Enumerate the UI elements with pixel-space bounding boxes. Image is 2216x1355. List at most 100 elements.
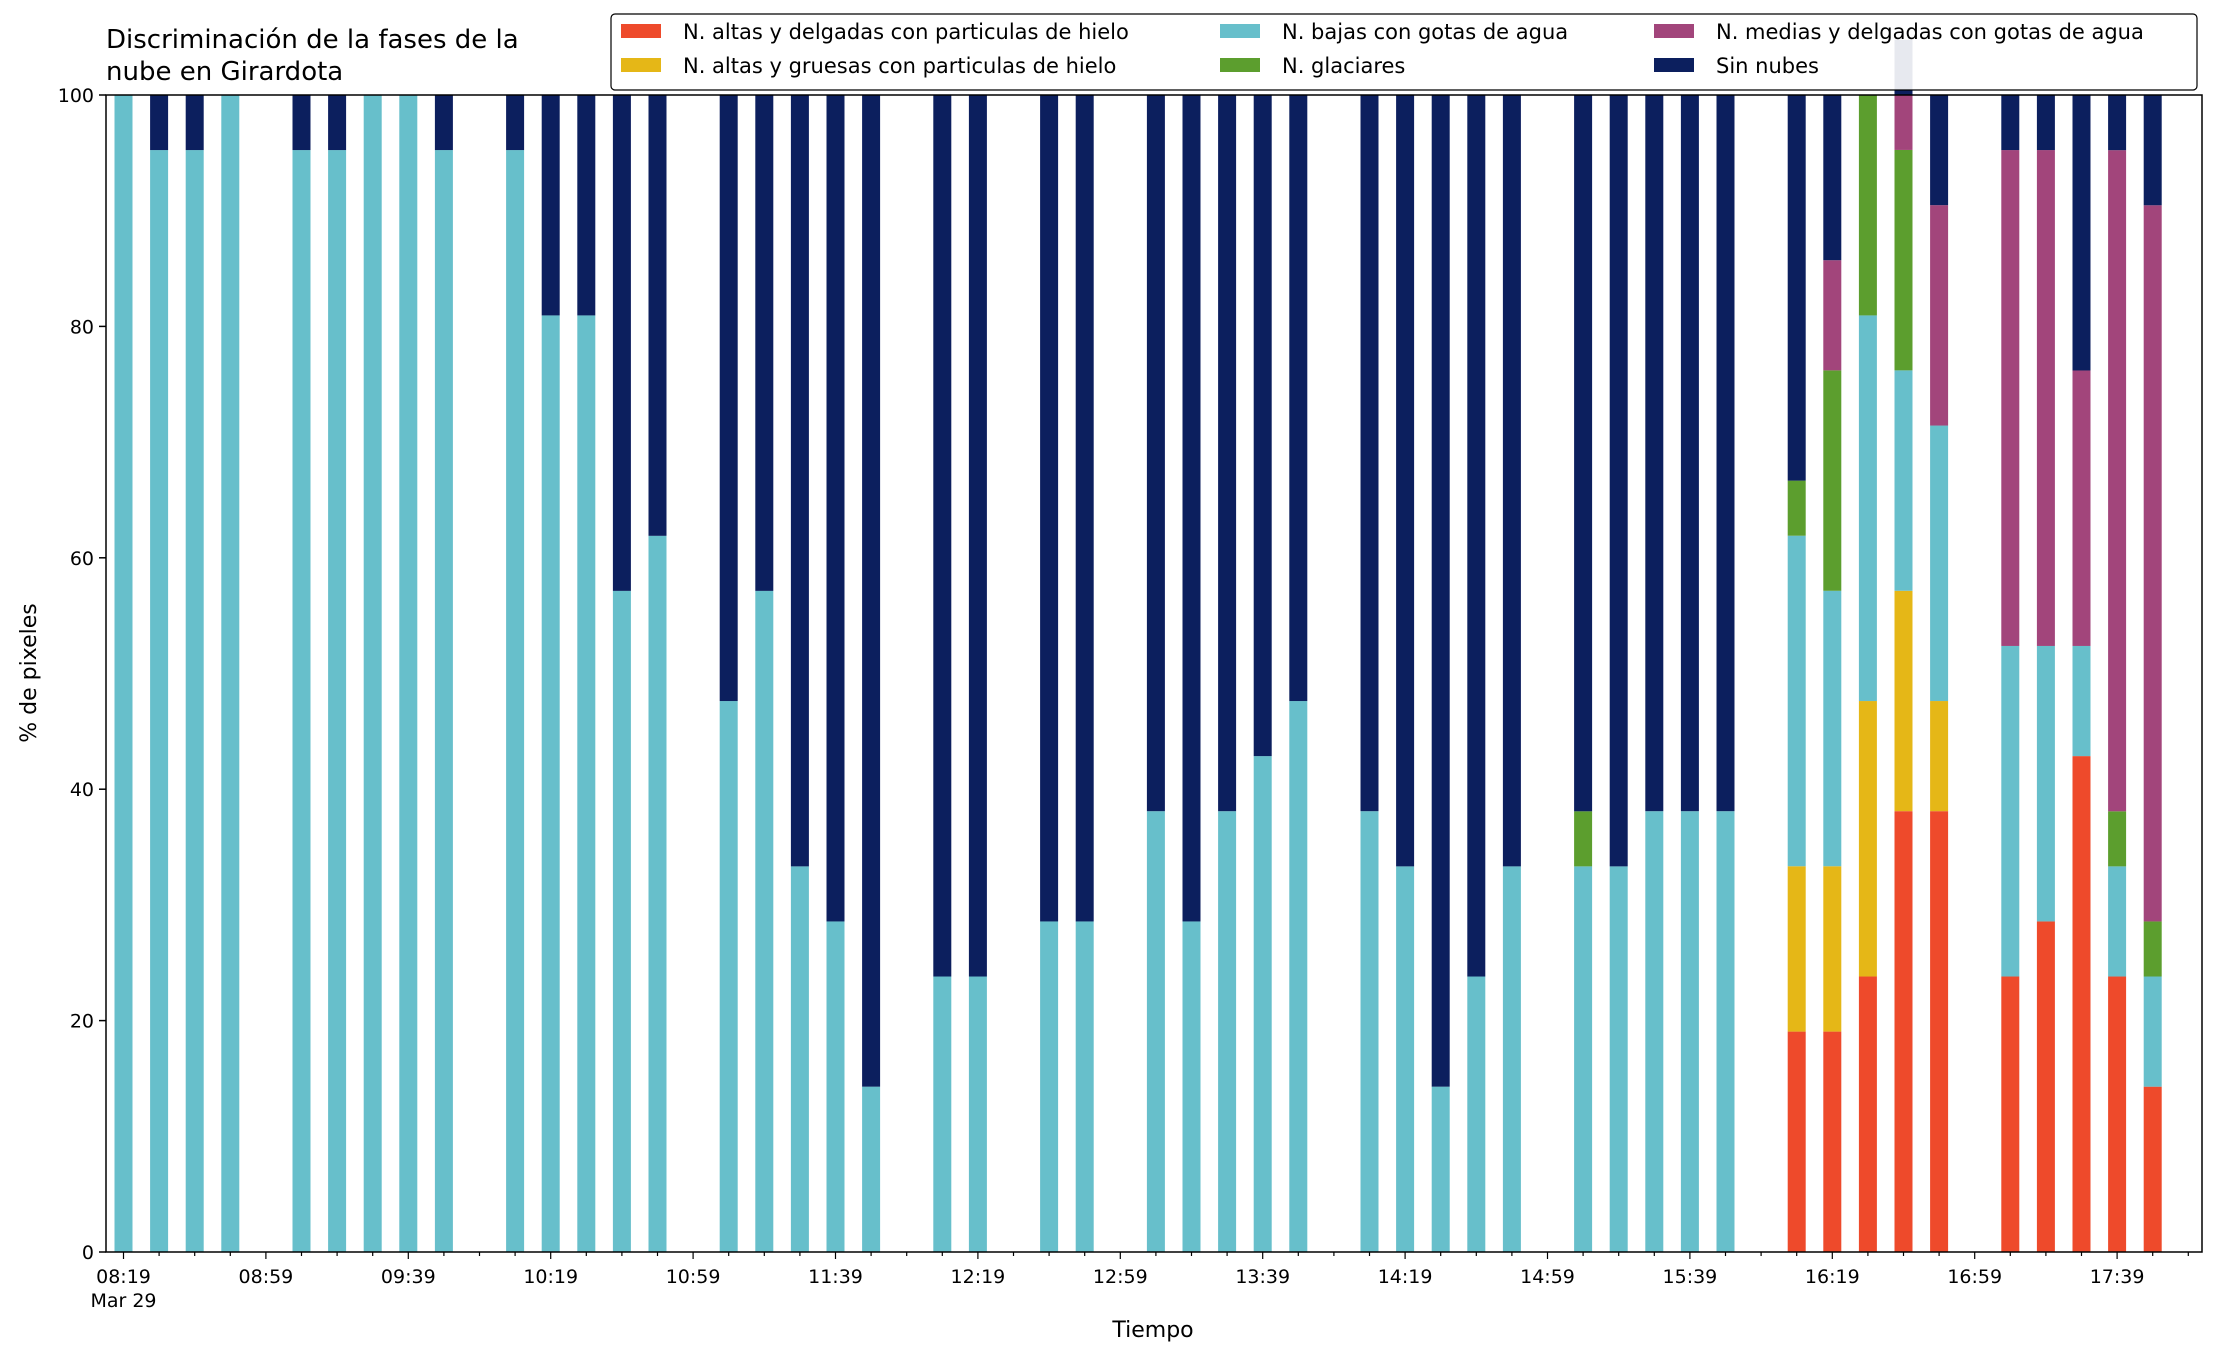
chart-title-line: nube en Girardota xyxy=(106,57,343,87)
y-tick-label: 60 xyxy=(70,548,94,570)
bar-segment xyxy=(1253,756,1272,1252)
x-tick-label: 15:39 xyxy=(1663,1266,1718,1288)
bar-segment xyxy=(1396,866,1415,1252)
bar-segment xyxy=(1645,811,1664,1252)
bar-segment xyxy=(1574,95,1593,812)
legend-swatch xyxy=(1220,24,1260,38)
bar-segment xyxy=(1894,370,1913,591)
bar-segment xyxy=(1502,95,1521,867)
y-axis: 0 20 40 60 80 100 xyxy=(58,85,106,1264)
bar-segment xyxy=(577,95,596,316)
bar-segment xyxy=(1574,866,1593,1252)
x-tick-label: 09:39 xyxy=(381,1266,436,1288)
bar-segment xyxy=(862,1086,881,1252)
bar-segment xyxy=(2143,1086,2162,1252)
bar-segment xyxy=(1040,921,1059,1252)
plot-frame xyxy=(105,94,2203,1253)
bar-segment xyxy=(1431,1086,1450,1252)
bar-segment xyxy=(2001,976,2020,1252)
bar-segment xyxy=(1182,95,1201,922)
bar-segment xyxy=(1823,1031,1842,1252)
bar-segment xyxy=(2108,866,2127,977)
bar-segment xyxy=(577,315,596,1252)
bar-segment xyxy=(1467,976,1486,1252)
bar-segment xyxy=(755,590,774,1252)
bar-segment xyxy=(1823,94,1842,261)
y-tick-label: 20 xyxy=(70,1011,94,1033)
bar-segment xyxy=(2036,150,2055,646)
bar-segment xyxy=(434,95,453,151)
bar-segment xyxy=(2072,756,2091,1252)
bar-segment xyxy=(968,976,987,1252)
y-tick-label: 100 xyxy=(58,85,94,107)
bar-segment xyxy=(541,315,560,1252)
chart-title-line: Discriminación de la fases de la xyxy=(106,25,519,55)
bar-segment xyxy=(2001,150,2020,646)
bar-segment xyxy=(1787,95,1806,481)
bar-segment xyxy=(2072,645,2091,757)
bar-segment xyxy=(755,95,774,591)
bar-segment xyxy=(1182,921,1201,1252)
y-tick-label: 80 xyxy=(70,316,94,338)
bar-segment xyxy=(790,866,809,1252)
bar-segment xyxy=(1574,811,1593,867)
bar-segment xyxy=(328,95,347,151)
bar-segment xyxy=(2036,95,2055,151)
bar-segment xyxy=(1894,590,1913,812)
x-date-label: Mar 29 xyxy=(90,1290,156,1312)
bar-segment xyxy=(1930,425,1949,702)
bar-segment xyxy=(1787,866,1806,1032)
bar-segment xyxy=(1289,95,1308,702)
bar-segment xyxy=(1858,95,1877,316)
bar-segment xyxy=(2108,811,2127,867)
legend: N. altas y delgadas con particulas de hi… xyxy=(610,13,2198,91)
bar-segment xyxy=(2108,95,2127,151)
x-tick-label: 10:59 xyxy=(666,1266,721,1288)
bar-segment xyxy=(1858,701,1877,977)
bar-segment xyxy=(719,701,738,1252)
bar-segment xyxy=(1289,701,1308,1252)
bar-series-group xyxy=(114,39,2162,1252)
legend-label: N. altas y gruesas con particulas de hie… xyxy=(683,54,1116,78)
bar-segment xyxy=(1680,811,1699,1252)
bar-segment xyxy=(1930,811,1949,1252)
bar-segment xyxy=(2143,976,2162,1087)
bar-segment xyxy=(612,95,631,591)
bar-segment xyxy=(1823,260,1842,371)
bar-segment xyxy=(506,95,525,151)
bar-segment xyxy=(2108,150,2127,812)
bar-segment xyxy=(1040,95,1059,922)
y-tick-label: 0 xyxy=(82,1242,94,1264)
bar-segment xyxy=(1894,94,1913,150)
legend-box xyxy=(610,13,2198,91)
legend-swatch xyxy=(1654,24,1694,38)
bar-segment xyxy=(1218,811,1237,1252)
bar-segment xyxy=(1716,95,1735,812)
bar-segment xyxy=(1930,205,1949,426)
bar-segment xyxy=(150,95,169,151)
x-tick-label: 11:39 xyxy=(808,1266,863,1288)
bar-segment xyxy=(1218,95,1237,812)
legend-swatch xyxy=(621,58,661,72)
bar-segment xyxy=(1787,480,1806,536)
bar-segment xyxy=(1858,315,1877,702)
chart-title: Discriminación de la fases de la nube en… xyxy=(106,25,527,87)
bar-segment xyxy=(1360,95,1379,812)
x-tick-label: 08:19 xyxy=(96,1266,151,1288)
bar-segment xyxy=(826,95,845,922)
bar-segment xyxy=(1645,95,1664,812)
bar-segment xyxy=(2036,921,2055,1252)
bar-segment xyxy=(434,150,453,1252)
bar-segment xyxy=(1894,149,1913,371)
bar-segment xyxy=(2072,370,2091,646)
bar-segment xyxy=(1360,811,1379,1252)
bar-segment xyxy=(185,150,204,1252)
legend-swatch xyxy=(1220,58,1260,72)
bar-segment xyxy=(185,95,204,151)
bar-segment xyxy=(2036,645,2055,922)
bar-segment xyxy=(363,95,382,1252)
bar-segment xyxy=(1431,95,1450,1087)
x-tick-label: 12:59 xyxy=(1093,1266,1148,1288)
x-axis-label: Tiempo xyxy=(1111,1318,1193,1343)
bar-segment xyxy=(790,95,809,867)
